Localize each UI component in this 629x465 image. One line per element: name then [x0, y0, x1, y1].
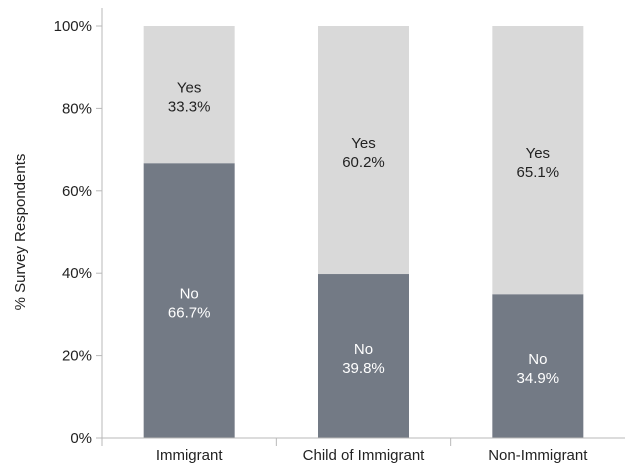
x-category-label: Non-Immigrant: [488, 447, 588, 464]
x-category-label: Immigrant: [156, 447, 224, 464]
segment-value-label: 39.8%: [342, 360, 385, 377]
bar-segment-yes: [143, 26, 235, 164]
segment-series-label: Yes: [351, 135, 375, 152]
y-tick-label: 20%: [62, 348, 92, 365]
y-axis-label: % Survey Respondents: [12, 154, 29, 311]
y-ticks-group: 0% 20% 40% 60% 80% 100%: [54, 18, 102, 447]
bars-group: [143, 26, 584, 439]
segment-series-label: No: [528, 351, 547, 368]
segment-series-label: No: [180, 286, 199, 303]
x-category-label: Child of Immigrant: [303, 447, 426, 464]
bar-segment-no: [318, 274, 409, 438]
x-categories-group: Immigrant Child of Immigrant Non-Immigrant: [156, 438, 588, 464]
bar-segment-yes: [318, 26, 409, 275]
segment-value-label: 33.3%: [168, 99, 211, 116]
y-tick-label: 40%: [62, 265, 92, 282]
segment-series-label: Yes: [526, 145, 550, 162]
y-tick-label: 0%: [70, 430, 92, 447]
segment-value-label: 60.2%: [342, 154, 385, 171]
segment-value-label: 65.1%: [517, 164, 560, 181]
segment-value-label: 66.7%: [168, 305, 211, 322]
bar-segment-yes: [492, 26, 584, 295]
segment-series-label: Yes: [177, 80, 201, 97]
y-tick-label: 60%: [62, 183, 92, 200]
axes-group: [101, 8, 625, 446]
segment-value-label: 34.9%: [517, 370, 560, 387]
y-tick-label: 80%: [62, 100, 92, 117]
segment-labels-group: No 66.7% Yes 33.3% No 39.8% Yes 60.2% No 34.9% Yes…: [168, 80, 559, 388]
bar-segment-no: [492, 294, 584, 438]
segment-series-label: No: [354, 341, 373, 358]
bar-segment-no: [143, 163, 235, 439]
y-tick-label: 100%: [54, 18, 92, 35]
